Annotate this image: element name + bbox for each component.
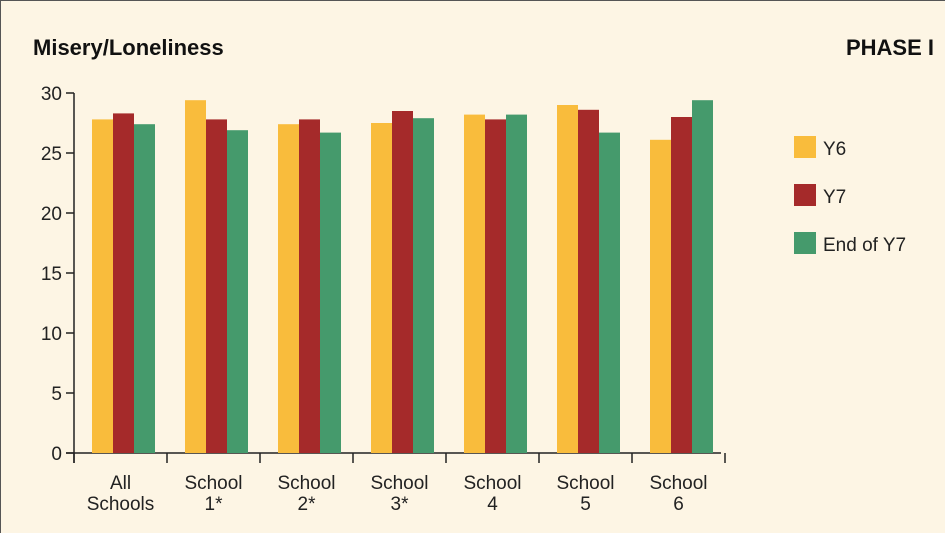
bar	[206, 119, 227, 454]
x-tick-label: School 5	[556, 473, 614, 515]
legend-label: Y6	[823, 139, 846, 160]
bar	[578, 109, 599, 454]
bars-group	[92, 100, 713, 454]
bar	[650, 139, 671, 454]
legend-swatch	[794, 184, 816, 206]
y-tick-label: 15	[41, 264, 62, 285]
bar	[92, 119, 113, 454]
x-tick-label: School 1*	[184, 473, 242, 515]
bar	[671, 117, 692, 453]
bar	[113, 113, 134, 454]
y-tick-label: 0	[51, 444, 62, 465]
bar	[485, 119, 506, 454]
legend-label: Y7	[823, 187, 846, 208]
bar	[599, 132, 620, 453]
bar	[692, 100, 713, 453]
bar	[320, 132, 341, 453]
x-tick-label: School 2*	[277, 473, 335, 515]
y-tick-label: 20	[41, 204, 62, 225]
y-tick-label: 10	[41, 324, 62, 345]
x-tick-label: School 3*	[370, 473, 428, 515]
bar	[227, 130, 248, 453]
bar	[371, 123, 392, 453]
bar	[278, 124, 299, 453]
legend-swatch	[794, 136, 816, 158]
x-tick-label: School 4	[463, 473, 521, 515]
bar	[185, 100, 206, 453]
bar	[134, 124, 155, 453]
bar	[464, 114, 485, 453]
x-tick-label: All Schools	[87, 473, 155, 515]
legend-label: End of Y7	[823, 235, 906, 256]
bar	[392, 111, 413, 453]
y-tick-label: 5	[51, 384, 62, 405]
x-tick-label: School 6	[649, 473, 707, 515]
phase-label: PHASE I	[846, 35, 934, 60]
legend: Y6 Y7 End of Y7	[794, 136, 906, 256]
y-tick-label: 25	[41, 144, 62, 165]
bar	[506, 114, 527, 453]
bar	[413, 118, 434, 453]
y-tick-label: 30	[41, 84, 62, 105]
chart-title: Misery/Loneliness	[33, 35, 224, 60]
bar	[299, 119, 320, 454]
bar	[557, 105, 578, 453]
legend-swatch	[794, 232, 816, 254]
